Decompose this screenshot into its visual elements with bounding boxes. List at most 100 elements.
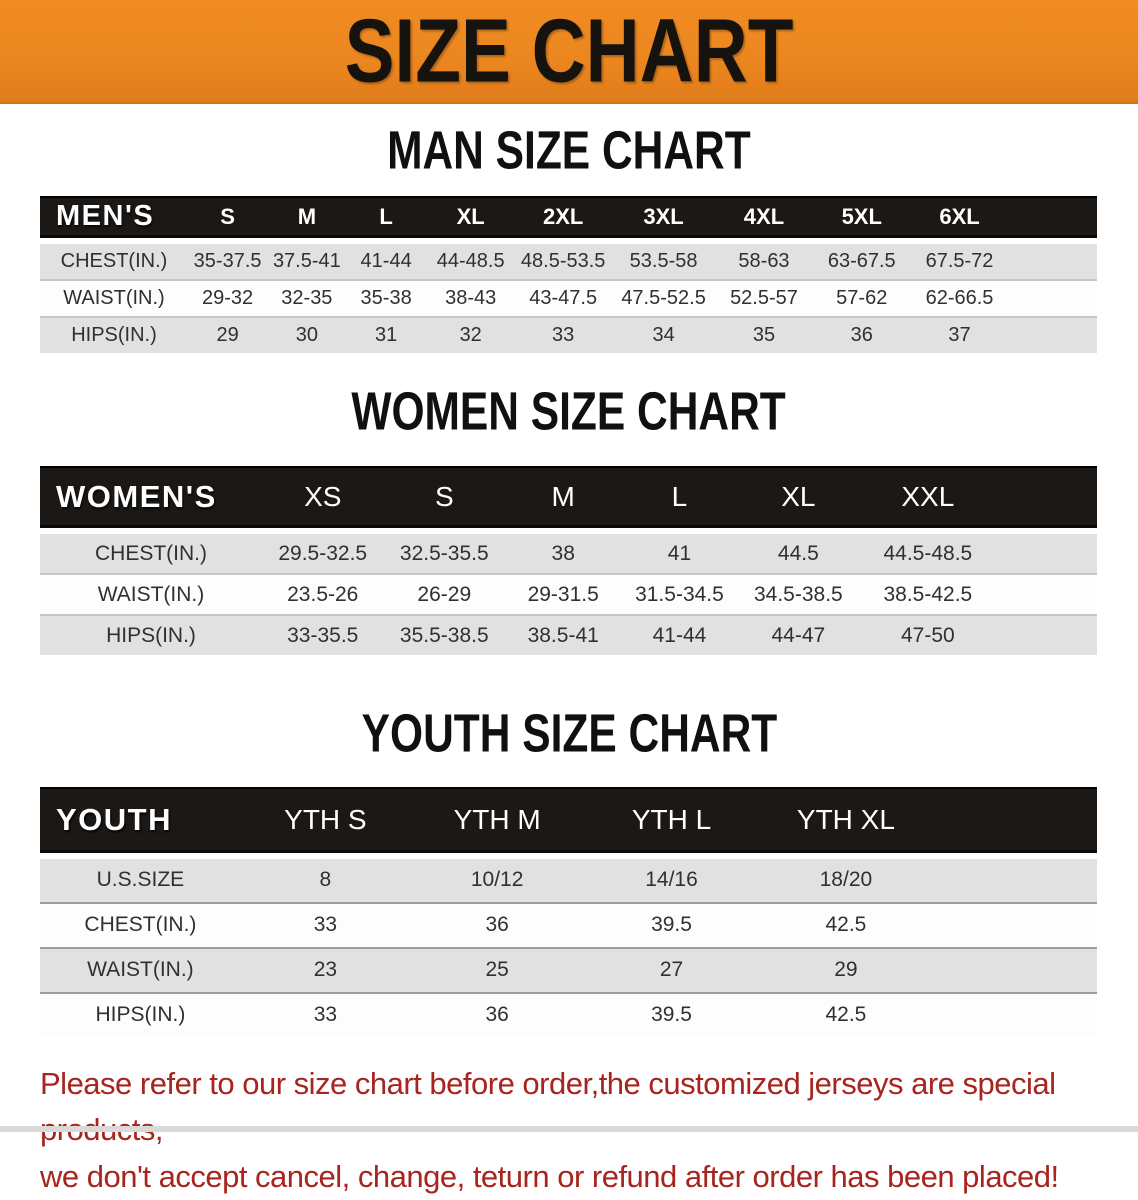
size-value-cell: 36 [410, 902, 584, 947]
size-value-cell: 44.5 [738, 534, 860, 573]
size-column-header: S [384, 466, 506, 534]
size-value-cell: 52.5-57 [716, 279, 811, 316]
size-value-cell: 37.5-41 [267, 244, 346, 279]
size-value-cell: 35-37.5 [188, 244, 267, 279]
size-column-header: 5XL [812, 196, 912, 244]
row-label: U.S.SIZE [40, 859, 241, 902]
row-spacer [933, 902, 1097, 947]
size-value-cell: 63-67.5 [812, 244, 912, 279]
row-spacer [1007, 316, 1097, 353]
size-column-header: XS [262, 466, 384, 534]
size-value-cell: 33 [241, 902, 410, 947]
women-header-label: WOMEN'S [40, 466, 262, 534]
row-spacer [1007, 244, 1097, 279]
header-spacer [1007, 196, 1097, 244]
row-label: HIPS(IN.) [40, 614, 262, 655]
size-value-cell: 37 [912, 316, 1007, 353]
size-column-header: 6XL [912, 196, 1007, 244]
size-value-cell: 32 [426, 316, 516, 353]
size-value-cell: 38-43 [426, 279, 516, 316]
size-column-header: 2XL [516, 196, 611, 244]
row-spacer [933, 992, 1097, 1037]
size-column-header: L [347, 196, 426, 244]
size-value-cell: 38.5-41 [505, 614, 621, 655]
row-label: HIPS(IN.) [40, 316, 188, 353]
size-value-cell: 53.5-58 [611, 244, 717, 279]
size-column-header: YTH XL [759, 787, 933, 859]
size-value-cell: 44-47 [738, 614, 860, 655]
size-value-cell: 44.5-48.5 [859, 534, 996, 573]
size-value-cell: 38.5-42.5 [859, 573, 996, 614]
size-value-cell: 31 [347, 316, 426, 353]
row-label: HIPS(IN.) [40, 992, 241, 1037]
men-header-label: MEN'S [40, 196, 188, 244]
youth-header-label: YOUTH [40, 787, 241, 859]
size-value-cell: 23.5-26 [262, 573, 384, 614]
row-label: WAIST(IN.) [40, 947, 241, 992]
size-value-cell: 47-50 [859, 614, 996, 655]
men-section-title: MAN SIZE CHART [0, 122, 1138, 180]
row-spacer [997, 573, 1097, 614]
size-column-header: 3XL [611, 196, 717, 244]
size-value-cell: 62-66.5 [912, 279, 1007, 316]
size-value-cell: 32-35 [267, 279, 346, 316]
size-column-header: YTH L [584, 787, 758, 859]
size-value-cell: 33-35.5 [262, 614, 384, 655]
size-value-cell: 57-62 [812, 279, 912, 316]
size-value-cell: 14/16 [584, 859, 758, 902]
bottom-edge [0, 1126, 1138, 1132]
size-value-cell: 42.5 [759, 992, 933, 1037]
size-value-cell: 29-32 [188, 279, 267, 316]
size-value-cell: 34.5-38.5 [738, 573, 860, 614]
size-value-cell: 36 [812, 316, 912, 353]
size-value-cell: 10/12 [410, 859, 584, 902]
size-value-cell: 29 [188, 316, 267, 353]
size-chart-banner: SIZE CHART [0, 0, 1138, 104]
youth-section-title: YOUTH SIZE CHART [0, 705, 1138, 763]
size-column-header: XXL [859, 466, 996, 534]
size-value-cell: 25 [410, 947, 584, 992]
size-value-cell: 33 [241, 992, 410, 1037]
size-column-header: YTH S [241, 787, 410, 859]
size-value-cell: 29.5-32.5 [262, 534, 384, 573]
size-value-cell: 41 [621, 534, 737, 573]
size-value-cell: 8 [241, 859, 410, 902]
size-column-header: L [621, 466, 737, 534]
row-spacer [997, 534, 1097, 573]
size-value-cell: 26-29 [384, 573, 506, 614]
row-label: CHEST(IN.) [40, 534, 262, 573]
size-value-cell: 30 [267, 316, 346, 353]
size-value-cell: 29 [759, 947, 933, 992]
size-value-cell: 38 [505, 534, 621, 573]
size-value-cell: 39.5 [584, 992, 758, 1037]
size-value-cell: 35.5-38.5 [384, 614, 506, 655]
size-value-cell: 58-63 [716, 244, 811, 279]
size-value-cell: 34 [611, 316, 717, 353]
header-spacer [997, 466, 1097, 534]
size-value-cell: 48.5-53.5 [516, 244, 611, 279]
size-value-cell: 27 [584, 947, 758, 992]
size-column-header: XL [426, 196, 516, 244]
row-label: CHEST(IN.) [40, 902, 241, 947]
row-spacer [997, 614, 1097, 655]
size-value-cell: 67.5-72 [912, 244, 1007, 279]
size-value-cell: 44-48.5 [426, 244, 516, 279]
size-value-cell: 41-44 [621, 614, 737, 655]
size-value-cell: 47.5-52.5 [611, 279, 717, 316]
size-value-cell: 36 [410, 992, 584, 1037]
